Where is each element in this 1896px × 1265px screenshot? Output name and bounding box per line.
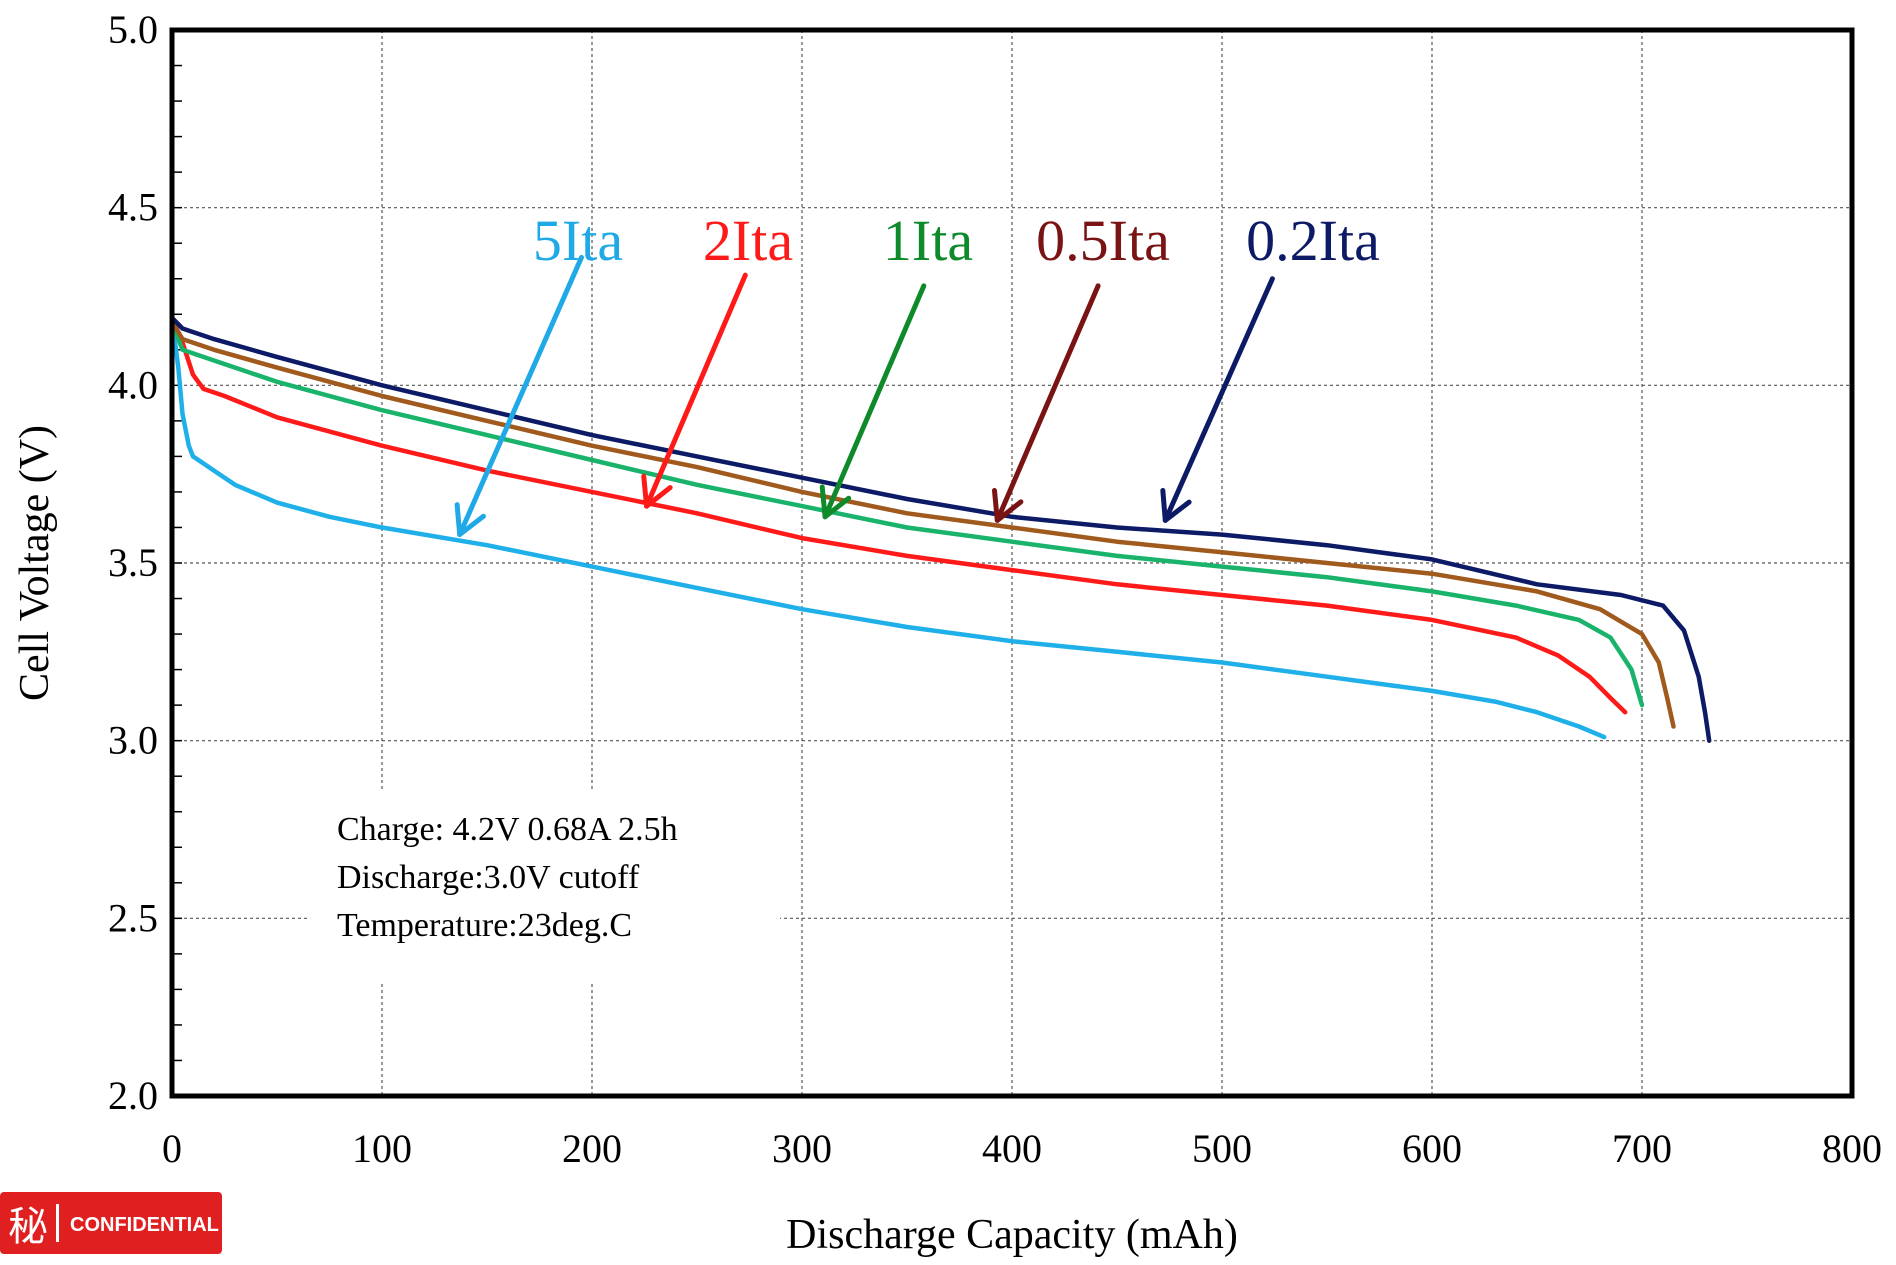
series-line-5Ita <box>169 315 1607 740</box>
note-line-charge: Charge: 4.2V 0.68A 2.5h <box>337 811 678 848</box>
series-line-0.2Ita <box>169 315 1712 743</box>
y-tick-label: 3.0 <box>108 718 158 763</box>
x-tick-label: 0 <box>162 1126 182 1171</box>
series-label-1Ita: 1Ita <box>883 208 973 273</box>
arrow-0.2Ita <box>1160 276 1275 523</box>
arrow-shaft <box>1162 276 1275 523</box>
note-line-discharge: Discharge:3.0V cutoff <box>337 859 640 896</box>
series-line-0.5Ita <box>169 319 1676 729</box>
arrow-shaft <box>457 254 584 538</box>
x-tick-label: 500 <box>1192 1126 1252 1171</box>
arrow-shaft <box>822 283 927 520</box>
arrow-2Ita <box>641 272 748 509</box>
x-tick-label: 200 <box>562 1126 622 1171</box>
y-axis-title: Cell Voltage (V) <box>12 425 58 701</box>
series-label-0.5Ita: 0.5Ita <box>1036 208 1170 273</box>
label-arrows <box>454 254 1275 538</box>
series-label-5Ita: 5Ita <box>533 208 623 273</box>
y-tick-label: 5.0 <box>108 7 158 52</box>
stamp-background <box>0 1192 222 1254</box>
note-background <box>310 792 780 984</box>
stamp-text: CONFIDENTIAL <box>70 1214 219 1236</box>
x-tick-label: 700 <box>1612 1126 1672 1171</box>
arrow-0.5Ita <box>991 283 1101 523</box>
arrow-5Ita <box>454 254 584 538</box>
arrow-head <box>1160 487 1192 523</box>
arrow-shaft <box>994 283 1101 523</box>
series-line-1Ita <box>169 319 1645 708</box>
series-label-0.2Ita: 0.2Ita <box>1246 208 1380 273</box>
series-labels: 5Ita 2Ita 1Ita 0.5Ita 0.2Ita <box>533 208 1380 273</box>
y-tick-label: 2.5 <box>108 895 158 940</box>
series-line-2Ita <box>169 315 1628 715</box>
arrow-1Ita <box>819 283 927 520</box>
confidential-stamp: 秘 CONFIDENTIAL <box>0 1192 222 1254</box>
x-axis-title: Discharge Capacity (mAh) <box>786 1212 1238 1258</box>
y-tick-label: 3.5 <box>108 540 158 585</box>
test-conditions-note: Charge: 4.2V 0.68A 2.5h Discharge:3.0V c… <box>310 792 780 984</box>
x-tick-label: 300 <box>772 1126 832 1171</box>
arrow-head <box>454 502 486 538</box>
arrow-head <box>641 473 673 509</box>
x-tick-label: 100 <box>352 1126 412 1171</box>
y-tick-label: 2.0 <box>108 1073 158 1118</box>
note-line-temperature: Temperature:23deg.C <box>337 907 632 944</box>
stamp-glyph: 秘 <box>8 1204 48 1249</box>
arrow-head <box>819 484 852 520</box>
series-lines <box>169 315 1712 743</box>
stamp-divider <box>56 1204 59 1242</box>
arrow-head <box>991 487 1024 523</box>
arrow-shaft <box>644 272 748 509</box>
tick-labels: 0 100 200 300 400 500 600 700 800 2.0 2.5 3.0 3.5 4.0… <box>108 7 1882 1171</box>
x-tick-label: 600 <box>1402 1126 1462 1171</box>
plot-frame <box>169 27 1855 1099</box>
gridlines <box>172 30 1852 1096</box>
y-tick-label: 4.0 <box>108 362 158 407</box>
x-tick-label: 800 <box>1822 1126 1882 1171</box>
series-label-2Ita: 2Ita <box>703 208 793 273</box>
y-tick-label: 4.5 <box>108 185 158 230</box>
x-tick-label: 400 <box>982 1126 1042 1171</box>
